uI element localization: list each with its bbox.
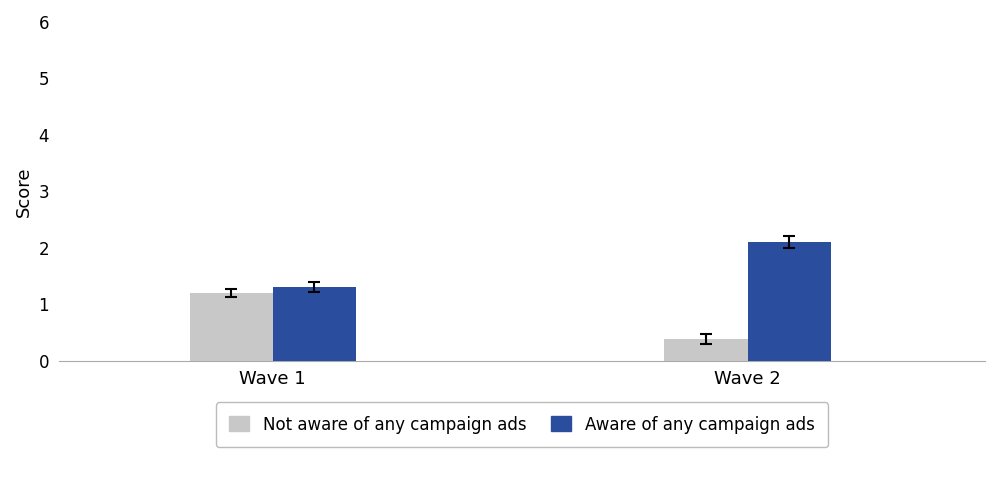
Legend: Not aware of any campaign ads, Aware of any campaign ads: Not aware of any campaign ads, Aware of … bbox=[216, 402, 828, 447]
Bar bbox=[748, 242, 831, 360]
Y-axis label: Score: Score bbox=[15, 166, 33, 216]
Bar bbox=[273, 287, 356, 360]
Bar bbox=[664, 339, 748, 360]
Bar bbox=[190, 293, 273, 360]
